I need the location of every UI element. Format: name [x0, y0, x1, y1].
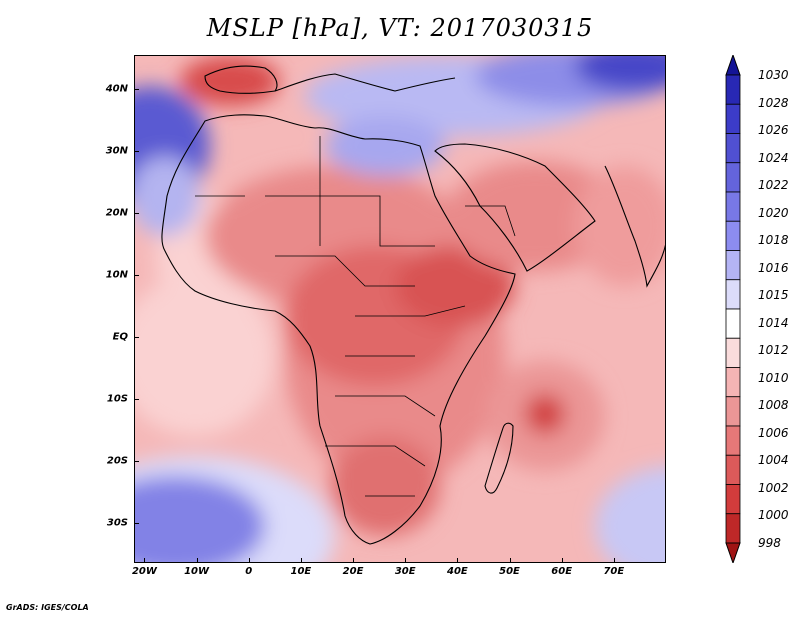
lat-tick [134, 522, 139, 524]
colorbar-swatch [725, 279, 741, 310]
colorbar-swatch [725, 133, 741, 164]
lat-label: 30N [105, 145, 128, 157]
lon-label: 10W [184, 566, 210, 577]
colorbar-label: 1012 [758, 343, 789, 358]
colorbar-label: 1022 [758, 178, 789, 193]
lon-tick [353, 558, 355, 563]
colorbar-label: 1018 [758, 233, 789, 248]
colorbar-label: 1015 [758, 288, 789, 303]
lat-tick [134, 151, 139, 153]
colorbar-label: 1008 [758, 398, 789, 413]
colorbar-label: 1030 [758, 68, 789, 82]
lon-label: 60E [551, 566, 573, 577]
lon-label: 0 [245, 566, 253, 577]
colorbar-label: 1010 [758, 370, 789, 385]
pressure-field [135, 56, 665, 562]
lon-tick [613, 558, 615, 563]
lon-tick [405, 558, 407, 563]
lon-tick [196, 558, 198, 563]
lon-tick [300, 558, 302, 563]
colorbar-swatch [725, 162, 741, 193]
colorbar-label: 1016 [758, 260, 789, 275]
lat-tick [134, 460, 139, 462]
colorbar-label: 1006 [758, 425, 789, 440]
lat-label: 20S [106, 455, 128, 467]
colorbar-extend-bottom [725, 542, 741, 563]
lat-label: 10N [105, 269, 128, 281]
colorbar-swatch [725, 220, 741, 251]
colorbar-swatch [725, 425, 741, 456]
lon-tick [248, 558, 250, 563]
colorbar-swatch [725, 454, 741, 485]
colorbar-label: 1002 [758, 480, 789, 495]
footer-credit: GrADS: IGES/COLA [6, 603, 89, 612]
colorbar-swatch [725, 103, 741, 134]
colorbar-swatch [725, 396, 741, 427]
lon-tick [509, 558, 511, 563]
lon-label: 70E [603, 566, 625, 577]
colorbar-swatch [725, 337, 741, 368]
colorbar-label: 1020 [758, 205, 789, 220]
colorbar-label: 1014 [758, 315, 789, 330]
colorbar-label: 1004 [758, 453, 789, 468]
pressure-map [134, 55, 666, 563]
coastlines [161, 65, 665, 545]
lat-tick [134, 212, 139, 214]
lon-tick [561, 558, 563, 563]
colorbar-swatch [725, 513, 741, 544]
lat-label: 40N [105, 83, 128, 95]
lat-label: 10S [106, 393, 128, 405]
colorbar-swatch [725, 250, 741, 281]
lat-tick [134, 274, 139, 276]
lon-label: 50E [499, 566, 520, 577]
lon-label: 20E [342, 566, 364, 577]
lat-tick [134, 89, 139, 91]
lon-label: 20W [131, 566, 157, 577]
colorbar-swatch [725, 191, 741, 222]
colorbar-label: 1000 [758, 508, 789, 523]
colorbar-label: 1024 [758, 150, 789, 165]
colorbar-label: 998 [758, 536, 781, 550]
colorbar-extend-top [725, 55, 741, 76]
colorbar-swatch [725, 484, 741, 515]
colorbar-swatch [725, 367, 741, 398]
colorbar-swatch [725, 308, 741, 339]
lat-tick [134, 398, 139, 400]
lat-label: 20N [105, 207, 128, 219]
colorbar-label: 1028 [758, 95, 789, 110]
lon-tick [144, 558, 146, 563]
lon-label: 30E [394, 566, 416, 577]
colorbar [725, 55, 741, 563]
map-title: MSLP [hPa], VT: 2017030315 [206, 14, 594, 42]
lon-tick [457, 558, 459, 563]
lon-label: 40E [446, 566, 468, 577]
colorbar-label: 1026 [758, 123, 789, 138]
colorbar-swatch [725, 74, 741, 105]
lat-tick [134, 336, 139, 338]
lon-label: 10E [290, 566, 312, 577]
lat-label: EQ [112, 331, 128, 343]
lat-label: 30S [106, 517, 128, 529]
